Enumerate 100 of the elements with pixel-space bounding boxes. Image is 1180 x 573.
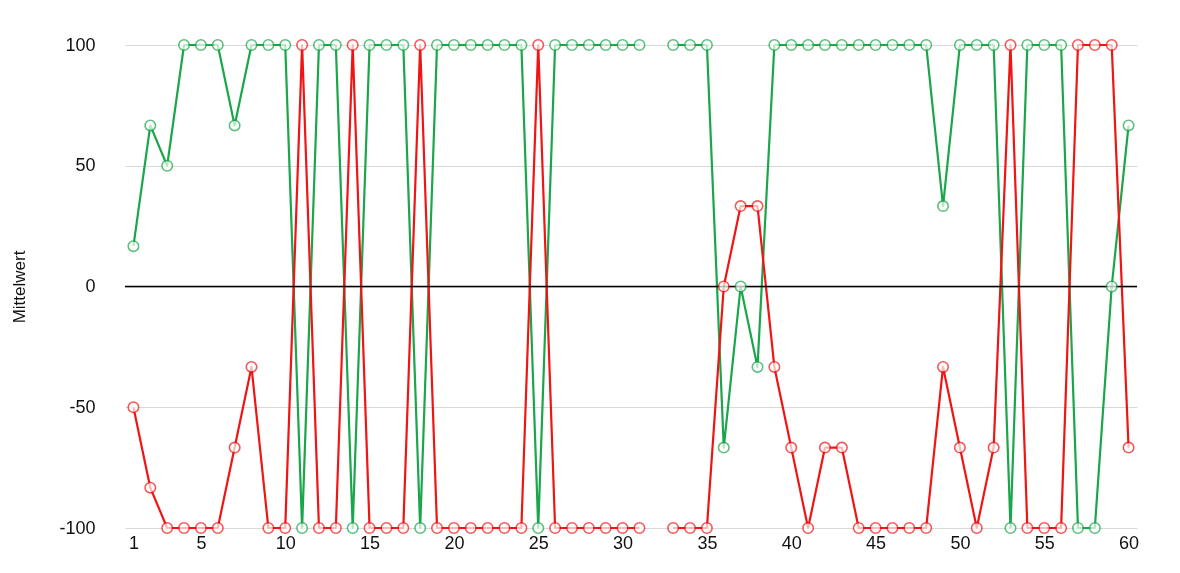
point: [279, 38, 292, 52]
point: [886, 38, 899, 52]
point: [228, 441, 241, 454]
point: [262, 521, 275, 535]
point: [1021, 38, 1034, 52]
point: [245, 360, 258, 373]
point: [1071, 521, 1085, 535]
point: [1105, 280, 1118, 293]
point: [363, 521, 376, 535]
point: [414, 521, 427, 535]
point: [1055, 521, 1068, 535]
point: [683, 521, 697, 535]
point: [1088, 521, 1101, 535]
y-tick-label: -50: [69, 396, 96, 417]
point: [667, 38, 680, 52]
point: [599, 38, 612, 52]
x-tick-label: 60: [1119, 532, 1140, 553]
y-tick-label: 0: [85, 276, 96, 296]
point: [430, 521, 444, 535]
point: [363, 38, 376, 52]
point: [515, 521, 528, 535]
point: [970, 38, 983, 52]
point: [582, 521, 595, 535]
point: [1088, 38, 1101, 52]
point: [481, 38, 494, 52]
point: [683, 38, 697, 52]
point: [970, 521, 983, 535]
point: [464, 521, 477, 535]
point: [532, 38, 545, 52]
point: [498, 521, 511, 535]
point: [700, 521, 713, 535]
point: [346, 38, 359, 52]
point: [920, 521, 933, 535]
point: [582, 38, 595, 52]
point: [751, 200, 764, 213]
point: [599, 521, 612, 535]
point: [515, 38, 528, 52]
point: [532, 521, 545, 535]
point: [380, 38, 393, 52]
point: [144, 119, 157, 132]
point: [1122, 441, 1135, 454]
point: [717, 441, 730, 454]
point: [1105, 38, 1118, 52]
point: [785, 441, 798, 454]
point: [245, 38, 258, 52]
point: [447, 38, 460, 52]
point: [616, 38, 629, 52]
point: [1055, 38, 1068, 52]
point: [161, 521, 174, 535]
point: [835, 38, 848, 52]
point: [565, 38, 579, 52]
point: [936, 200, 950, 213]
point: [920, 38, 933, 52]
point: [1038, 38, 1051, 52]
point: [194, 521, 207, 535]
point: [1038, 521, 1051, 535]
point: [802, 38, 815, 52]
point: [1004, 521, 1017, 535]
x-tick-label: 15: [360, 532, 381, 553]
point: [430, 38, 444, 52]
point: [279, 521, 292, 535]
point: [312, 38, 326, 52]
point: [565, 521, 579, 535]
point: [1021, 521, 1034, 535]
point: [549, 521, 562, 535]
point: [717, 280, 730, 293]
point: [262, 38, 275, 52]
point: [380, 521, 393, 535]
y-axis-title: Mittelwert: [10, 250, 30, 324]
x-tick-label: 50: [950, 532, 971, 553]
point: [549, 38, 562, 52]
point: [616, 521, 629, 535]
point: [886, 521, 899, 535]
point: [852, 521, 865, 535]
point: [228, 119, 241, 132]
point: [211, 521, 224, 535]
point: [127, 401, 140, 414]
point: [936, 360, 950, 373]
x-tick-label: 5: [196, 532, 207, 553]
point: [987, 441, 1000, 454]
x-tick-label: 30: [613, 532, 634, 553]
point: [346, 521, 359, 535]
point: [464, 38, 477, 52]
point: [785, 38, 798, 52]
point: [177, 38, 191, 52]
point: [802, 521, 815, 535]
point: [177, 521, 191, 535]
point: [498, 38, 511, 52]
point: [144, 481, 157, 494]
point: [127, 240, 140, 253]
point: [447, 521, 460, 535]
x-tick-label: 25: [528, 532, 549, 553]
point: [194, 38, 207, 52]
y-tick-label: 100: [65, 34, 96, 55]
x-tick-label: 55: [1034, 532, 1055, 553]
y-tick-label: -100: [59, 517, 96, 538]
point: [296, 38, 309, 52]
point: [397, 521, 410, 535]
x-tick-label: 20: [444, 532, 465, 553]
point: [818, 38, 832, 52]
